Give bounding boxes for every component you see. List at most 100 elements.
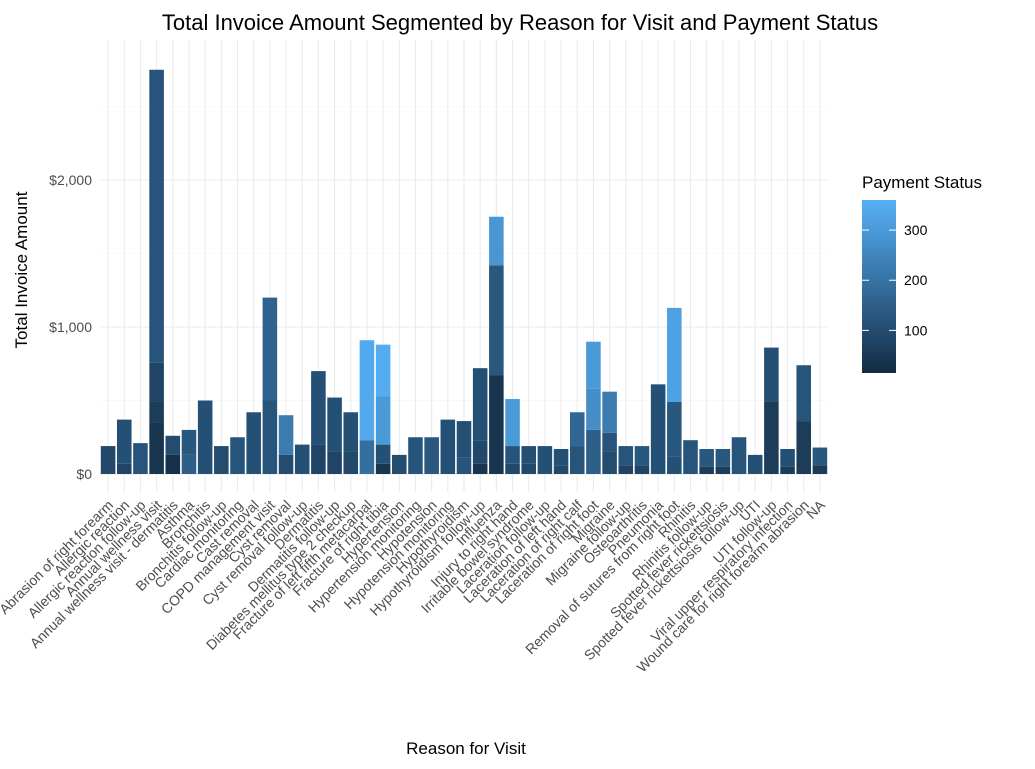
bar-segment	[165, 435, 181, 455]
chart-title: Total Invoice Amount Segmented by Reason…	[162, 10, 878, 35]
bar-segment	[683, 440, 698, 474]
bar-segment	[699, 466, 714, 474]
bar-segment	[246, 412, 261, 474]
bar-segment	[262, 400, 278, 474]
bar-segment	[149, 362, 164, 402]
bar-segment	[489, 375, 504, 474]
bar-segment	[764, 347, 779, 402]
bar-segment	[586, 341, 601, 389]
y-axis: $0 $1,000 $2,000	[49, 172, 92, 482]
bar-segment	[149, 69, 164, 363]
bar-segment	[764, 401, 779, 474]
bar-segment	[667, 307, 682, 402]
bar-segment	[796, 365, 812, 422]
bar-segment	[440, 419, 456, 474]
bar-segment	[602, 451, 617, 474]
bar-segment	[133, 443, 148, 474]
bar-segment	[812, 465, 828, 474]
x-axis-title: Reason for Visit	[406, 739, 526, 758]
bar-segment	[537, 446, 553, 474]
bar-segment	[812, 447, 828, 466]
bar-segment	[149, 401, 164, 423]
bar-segment	[715, 449, 731, 467]
legend-title: Payment Status	[862, 173, 982, 192]
bar-segment	[780, 449, 795, 467]
y-tick-label: $0	[76, 466, 92, 482]
legend-tick-label: 100	[904, 322, 928, 338]
bar-segment	[634, 465, 650, 474]
bar-segment	[311, 371, 326, 445]
bar-segment	[715, 466, 731, 474]
bar-segment	[618, 465, 634, 474]
bar-segment	[116, 419, 132, 464]
legend: Payment Status 100 200 300	[862, 173, 982, 373]
bar-segment	[375, 444, 391, 464]
bar-segment	[521, 463, 536, 474]
bar-segment	[472, 368, 488, 441]
bar-segment	[634, 446, 650, 466]
bar-segment	[796, 421, 812, 474]
bar-segment	[489, 216, 504, 266]
bar-segment	[569, 446, 585, 474]
bar-segment	[100, 446, 116, 474]
bar-segment	[116, 463, 132, 474]
legend-tick-label: 300	[904, 222, 928, 238]
y-tick-label: $1,000	[49, 319, 92, 335]
bar-segment	[650, 384, 666, 474]
colorbar	[862, 200, 896, 373]
bar-segment	[521, 446, 536, 464]
bar-segment	[505, 399, 520, 447]
bar-segment	[747, 454, 763, 474]
bar-segment	[392, 454, 407, 474]
bar-segment	[505, 446, 520, 464]
bar-segment	[553, 449, 569, 466]
bar-segment	[149, 422, 164, 474]
bar-segment	[165, 454, 181, 474]
x-tick-label: NA	[803, 496, 829, 522]
bar-segment	[375, 396, 391, 445]
bar-segment	[731, 437, 747, 474]
bar-segment	[327, 451, 342, 474]
y-axis-title: Total Invoice Amount	[12, 191, 31, 348]
bar-segment	[472, 440, 488, 464]
bar-segment	[375, 463, 391, 474]
bar-segment	[359, 440, 375, 474]
bar-segment	[569, 412, 585, 447]
bar-segment	[699, 449, 714, 467]
bars	[100, 69, 828, 474]
bar-segment	[618, 446, 634, 466]
bar-segment	[489, 265, 504, 376]
bar-segment	[359, 340, 375, 441]
bar-segment	[456, 421, 472, 458]
bar-segment	[586, 429, 601, 474]
bar-segment	[375, 344, 391, 397]
bar-segment	[505, 463, 520, 474]
bar-segment	[197, 400, 213, 474]
bar-segment	[327, 397, 342, 452]
bar-segment	[181, 454, 197, 474]
bar-segment	[343, 412, 359, 452]
bar-segment	[294, 444, 310, 474]
bar-segment	[343, 451, 359, 474]
bar-segment	[311, 444, 326, 474]
bar-segment	[586, 388, 601, 430]
bar-segment	[602, 432, 617, 452]
bar-segment	[424, 437, 439, 474]
bar-segment	[214, 446, 229, 474]
legend-tick-label: 200	[904, 272, 928, 288]
bar-segment	[230, 437, 245, 474]
bar-segment	[472, 463, 488, 474]
bar-segment	[780, 466, 795, 474]
bar-segment	[408, 437, 423, 474]
bar-segment	[262, 297, 278, 401]
bar-segment	[456, 457, 472, 474]
bar-segment	[553, 465, 569, 474]
bar-segment	[278, 415, 294, 455]
bar-segment	[278, 454, 294, 474]
y-tick-label: $2,000	[49, 172, 92, 188]
bar-segment	[667, 401, 682, 457]
bar-segment	[602, 391, 617, 433]
bar-segment	[667, 456, 682, 474]
